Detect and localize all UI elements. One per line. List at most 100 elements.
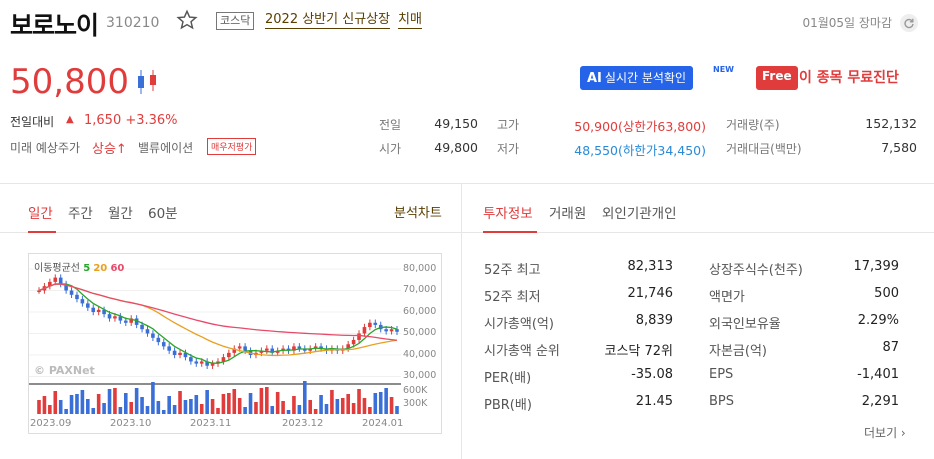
candle (102, 309, 106, 315)
market-badge: 코스닥 (216, 12, 255, 30)
refresh-icon[interactable] (900, 14, 918, 32)
candle (75, 294, 79, 300)
ai-analysis-label: 실시간 분석확인 (604, 71, 687, 85)
tab-daily[interactable]: 일간 (28, 206, 53, 222)
info-label: 액면가 (709, 290, 745, 305)
active-tab-indicator (28, 231, 56, 233)
candle (178, 352, 182, 355)
ma20-label: 20 (93, 263, 108, 274)
prev-close-value: 49,150 (434, 116, 478, 131)
change-label: 전일대비 (10, 115, 55, 129)
price-chart[interactable] (28, 253, 442, 434)
y-tick: 80,000 (403, 263, 437, 274)
volume-bar (243, 407, 247, 414)
info-label: BPS (709, 394, 735, 409)
free-diagnosis-link[interactable]: 이 종목 무료진단 (799, 70, 899, 86)
info-label: 외국인보유율 (709, 317, 781, 332)
tab-investment-info[interactable]: 투자정보 (483, 206, 533, 222)
candle (232, 348, 237, 353)
more-link[interactable]: 더보기 › (864, 426, 906, 440)
price-chart-canvas (29, 268, 401, 414)
analysis-chart-link[interactable]: 분석차트 (394, 206, 442, 221)
candle (205, 361, 209, 366)
volume-bar (216, 408, 220, 414)
volume-bar (378, 392, 383, 414)
candle (118, 316, 123, 321)
volume-bar (183, 400, 188, 414)
volume-bar (91, 408, 96, 414)
valuation-badge[interactable]: 매우저평가 (207, 138, 257, 155)
volume-tick: 300K (403, 398, 428, 409)
volume-bar (248, 393, 253, 414)
info-value: -1,401 (857, 367, 899, 382)
volume-bar (232, 389, 237, 414)
candle (107, 314, 112, 319)
candle (194, 361, 199, 364)
y-tick: 60,000 (403, 306, 437, 317)
tab-monthly[interactable]: 월간 (108, 206, 133, 222)
new-badge: NEW (713, 65, 734, 74)
low-value: 48,550(하한가34,450) (574, 143, 706, 158)
volume-bar (118, 407, 123, 414)
candle (243, 346, 247, 351)
ma5-label: 5 (83, 263, 91, 274)
info-label: 시가총액(억) (484, 317, 554, 332)
volume-tick: 600K (403, 385, 428, 396)
volume-bar (313, 409, 318, 414)
volume-bar (275, 392, 280, 414)
candle-chart-icon[interactable] (133, 67, 161, 97)
volume-bar (113, 388, 117, 414)
candle (134, 318, 139, 325)
volume-label: 거래량(주) (726, 118, 780, 132)
volume-bar (80, 390, 85, 414)
volume-bar (161, 410, 166, 414)
volume-bar (205, 390, 209, 414)
tab-brokers[interactable]: 거래원 (549, 206, 587, 222)
volume-bar (340, 398, 345, 414)
candle (319, 346, 323, 349)
ma5-line (38, 283, 398, 364)
candle (189, 357, 193, 362)
change-up-icon: ▲ (66, 114, 74, 125)
theme-tag-ipo[interactable]: 2022 상반기 신규상장 (265, 12, 391, 29)
candle (156, 337, 161, 343)
volume-bar (145, 406, 150, 414)
volume-bar (395, 406, 399, 414)
ma20-line (38, 283, 398, 357)
favorite-star-icon[interactable] (176, 9, 198, 31)
candle (389, 329, 394, 332)
tab-weekly[interactable]: 주간 (68, 206, 93, 222)
volume-bar (86, 399, 90, 414)
volume-bar (292, 396, 296, 414)
volume-bar (129, 402, 134, 414)
volume-bar (210, 399, 215, 414)
future-price-value[interactable]: 상승↑ (92, 142, 127, 157)
info-label: 52주 최저 (484, 290, 541, 305)
tab-investor-trends[interactable]: 외인기관개인 (602, 206, 677, 222)
chart-tab-line (0, 232, 461, 233)
volume-bar (319, 395, 323, 414)
tab-60min[interactable]: 60분 (148, 206, 178, 222)
volume-bar (123, 393, 128, 414)
volume-bar (48, 405, 52, 414)
info-label: 시가총액 순위 (484, 344, 560, 359)
candle (69, 290, 74, 295)
info-value: 21,746 (627, 286, 674, 301)
candle (48, 281, 52, 287)
amount-label: 거래대금(백만) (726, 142, 802, 156)
volume-bar (53, 391, 58, 414)
volume-bar (172, 405, 177, 414)
candle (53, 277, 58, 282)
free-badge[interactable]: Free (756, 66, 798, 90)
y-tick: 40,000 (403, 349, 437, 360)
volume-bar (362, 398, 367, 414)
candle (270, 348, 275, 353)
volume-bar (134, 388, 139, 414)
theme-tag-dementia[interactable]: 치매 (398, 12, 422, 29)
column-divider (461, 184, 462, 459)
open-label: 시가 (379, 142, 402, 156)
info-value: 87 (882, 340, 899, 355)
ai-analysis-button[interactable]: AI 실시간 분석확인 (580, 66, 694, 90)
y-tick: 70,000 (403, 284, 437, 295)
candle (37, 290, 41, 292)
